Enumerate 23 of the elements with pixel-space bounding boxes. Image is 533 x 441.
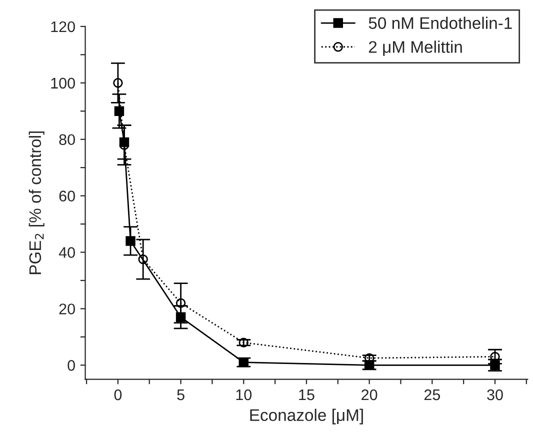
x-tick-label: 10 [236,389,252,400]
point [176,298,186,308]
x-tick-label: 15 [299,390,314,400]
point [113,78,123,88]
legend-label: 2 μM Melittin [368,40,462,56]
x-tick-label: 20 [362,389,378,400]
y-tick-label: 120 [51,21,75,32]
y-tick-label: 40 [58,247,75,258]
y-tick-label: 100 [51,78,75,89]
x-tick-label: 25 [424,389,440,400]
point [238,338,248,348]
y-tick-label: 60 [59,190,75,202]
x-axis-title: Econazole [μM] [250,408,363,424]
x-tick-label: 30 [487,389,503,400]
legend-label: 50 nM Endothelin-1 [368,16,512,30]
y-axis-title: PGE$_{2}$ [% of control] [28,132,44,274]
y-tick-label: 0 [68,360,75,371]
point [138,254,148,264]
x-tick-label: 5 [177,390,184,400]
y-tick-label: 80 [59,134,75,146]
y-tick-label: 20 [59,304,75,314]
x-tick-label: 0 [114,389,122,400]
point [126,236,136,246]
